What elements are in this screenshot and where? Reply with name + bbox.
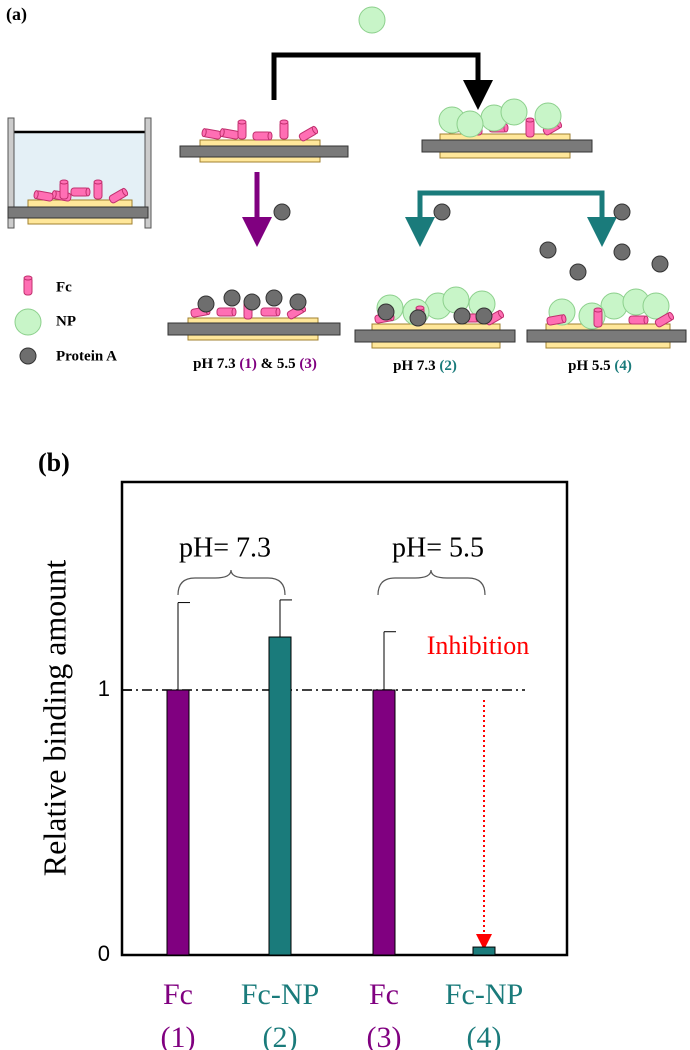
caption: pH 7.3 (2) bbox=[393, 358, 457, 374]
annotation: pH= 7.3 bbox=[179, 532, 271, 563]
panel-a: (a) bbox=[6, 4, 687, 374]
fc-np-layer bbox=[545, 288, 676, 330]
fc-molecules bbox=[200, 119, 320, 143]
free-protein-a bbox=[539, 241, 669, 281]
caption: pH 5.5 (4) bbox=[568, 358, 632, 374]
protein-a-icon bbox=[433, 203, 451, 221]
legend-label: NP bbox=[56, 313, 76, 329]
bar bbox=[166, 689, 190, 956]
x-tick-label: Fc bbox=[163, 978, 193, 1011]
bar bbox=[268, 636, 292, 956]
y-tick-label: 0 bbox=[98, 941, 110, 966]
caption-number: (3) bbox=[299, 356, 317, 372]
panel-label: (a) bbox=[6, 4, 27, 25]
legend-np-icon bbox=[14, 308, 42, 336]
x-tick-number: (2) bbox=[263, 1021, 298, 1050]
arrow bbox=[417, 190, 605, 232]
panel-label: (b) bbox=[38, 448, 70, 477]
brace bbox=[377, 569, 486, 596]
annotation: Inhibition bbox=[427, 631, 530, 660]
protein-a-icon bbox=[613, 203, 631, 221]
legend-protein-a-icon bbox=[19, 347, 37, 365]
x-tick-number: (1) bbox=[161, 1021, 196, 1050]
fc-np-protein-a bbox=[373, 286, 506, 327]
bar bbox=[372, 689, 396, 956]
fc-np-layer bbox=[438, 98, 564, 138]
x-tick-label: Fc-NP bbox=[445, 978, 523, 1011]
fc-protein-a bbox=[189, 289, 308, 321]
protein-a-icon bbox=[273, 203, 291, 221]
arrow bbox=[271, 52, 493, 110]
caption: pH 7.3 (1) & 5.5 (3) bbox=[193, 356, 317, 372]
substrate bbox=[526, 329, 687, 343]
substrate bbox=[421, 139, 593, 153]
x-tick-label: Fc-NP bbox=[241, 978, 319, 1011]
np-icon bbox=[358, 6, 386, 34]
caption-text: pH 7.3 bbox=[193, 356, 239, 372]
legend-label: Fc bbox=[56, 279, 72, 295]
x-tick-number: (4) bbox=[467, 1021, 502, 1050]
y-axis-label: Relative binding amount bbox=[36, 560, 72, 877]
bar bbox=[472, 946, 496, 956]
y-tick-label: 1 bbox=[98, 676, 110, 701]
caption-number: (1) bbox=[239, 356, 257, 372]
substrate bbox=[354, 329, 516, 343]
caption-text: pH 7.3 bbox=[393, 358, 439, 374]
x-tick-label: Fc bbox=[369, 978, 399, 1011]
substrate bbox=[7, 206, 149, 219]
panel-b: (b) Relative binding amount pH= 7.3 pH= … bbox=[36, 448, 569, 957]
brace bbox=[177, 569, 286, 596]
caption-number: (4) bbox=[614, 358, 632, 374]
substrate bbox=[179, 145, 349, 158]
annotation: pH= 5.5 bbox=[392, 532, 484, 563]
caption-text: & 5.5 bbox=[257, 356, 300, 372]
caption-text: pH 5.5 bbox=[568, 358, 614, 374]
substrate bbox=[167, 322, 341, 336]
beaker-wall bbox=[7, 117, 15, 229]
caption-number: (2) bbox=[439, 358, 457, 374]
legend-fc-icon bbox=[23, 275, 33, 296]
plot-frame bbox=[120, 480, 569, 957]
x-tick-number: (3) bbox=[367, 1021, 402, 1050]
beaker-wall bbox=[144, 117, 152, 229]
legend-label: Protein A bbox=[56, 348, 117, 364]
